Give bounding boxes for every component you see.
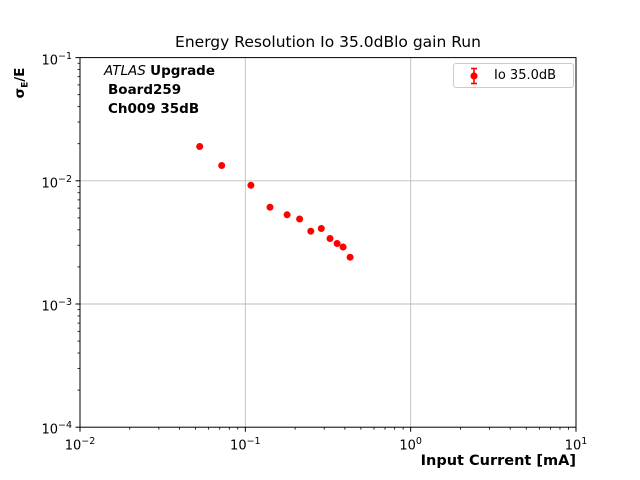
- y-tick-label: 10−3: [41, 297, 72, 315]
- data-point: [333, 240, 341, 247]
- data-point: [346, 253, 354, 261]
- x-tick-label: 10−1: [230, 436, 261, 454]
- y-tick-label: 10−2: [41, 173, 72, 192]
- ylabel-sigma: σ: [12, 87, 28, 99]
- chart-title: Energy Resolution Io 35.0dBlo gain Run: [175, 33, 481, 51]
- data-point: [196, 143, 204, 150]
- data-point: [296, 215, 304, 223]
- data-point: [307, 227, 315, 235]
- x-tick-label: 101: [564, 436, 588, 454]
- legend: Io 35.0dB: [453, 63, 574, 88]
- annotation-atlas: ATLAS: [104, 63, 151, 79]
- x-tick-label: 100: [399, 436, 422, 454]
- y-tick-label: 10−1: [41, 50, 72, 68]
- ylabel-rest: /E: [12, 67, 28, 82]
- annotation: ATLAS Upgrade Board259 Ch009 35dB: [104, 62, 215, 119]
- y-tick-label: 10−4: [41, 420, 72, 438]
- data-point: [339, 243, 347, 251]
- plot-border: [79, 57, 577, 428]
- x-axis-label: Input Current [mA]: [420, 453, 576, 469]
- x-tick-label: 10−2: [64, 436, 96, 454]
- data-point: [326, 235, 334, 242]
- ylabel-subscript: E: [20, 81, 31, 88]
- data-point: [247, 181, 255, 189]
- annotation-line-3: Ch009 35dB: [108, 101, 200, 117]
- data-point: [283, 211, 291, 219]
- data-point: [266, 203, 274, 211]
- errorbar-marker-icon: [470, 67, 478, 84]
- annotation-upgrade: Upgrade: [150, 63, 216, 79]
- data-point: [218, 162, 226, 169]
- annotation-line-2: Board259: [108, 82, 182, 98]
- annotation-line-1: ATLAS Upgrade: [104, 62, 215, 81]
- data-point: [317, 225, 325, 232]
- legend-label: Io 35.0dB: [494, 68, 557, 83]
